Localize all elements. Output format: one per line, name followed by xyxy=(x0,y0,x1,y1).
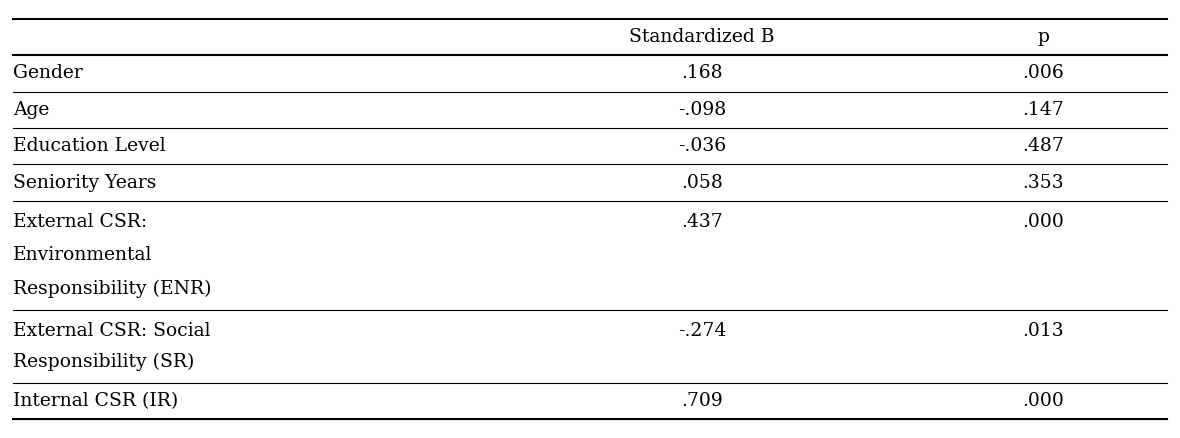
Text: Standardized B: Standardized B xyxy=(629,28,774,46)
Text: .013: .013 xyxy=(1022,321,1064,339)
Text: Environmental: Environmental xyxy=(13,247,152,265)
Text: .000: .000 xyxy=(1022,392,1064,410)
Text: Seniority Years: Seniority Years xyxy=(13,173,157,191)
Text: .487: .487 xyxy=(1022,137,1064,155)
Text: Internal CSR (IR): Internal CSR (IR) xyxy=(13,392,178,410)
Text: Education Level: Education Level xyxy=(13,137,165,155)
Text: p: p xyxy=(1037,28,1049,46)
Text: Responsibility (ENR): Responsibility (ENR) xyxy=(13,279,211,297)
Text: .147: .147 xyxy=(1022,101,1064,119)
Text: -.098: -.098 xyxy=(677,101,726,119)
Text: External CSR:: External CSR: xyxy=(13,213,148,231)
Text: .058: .058 xyxy=(681,173,723,191)
Text: -.274: -.274 xyxy=(677,321,726,339)
Text: .000: .000 xyxy=(1022,213,1064,231)
Text: -.036: -.036 xyxy=(677,137,726,155)
Text: .709: .709 xyxy=(681,392,722,410)
Text: .006: .006 xyxy=(1022,64,1064,82)
Text: Gender: Gender xyxy=(13,64,83,82)
Text: Age: Age xyxy=(13,101,50,119)
Text: .437: .437 xyxy=(681,213,722,231)
Text: Responsibility (SR): Responsibility (SR) xyxy=(13,353,195,371)
Text: .353: .353 xyxy=(1022,173,1064,191)
Text: .168: .168 xyxy=(681,64,722,82)
Text: External CSR: Social: External CSR: Social xyxy=(13,321,211,339)
